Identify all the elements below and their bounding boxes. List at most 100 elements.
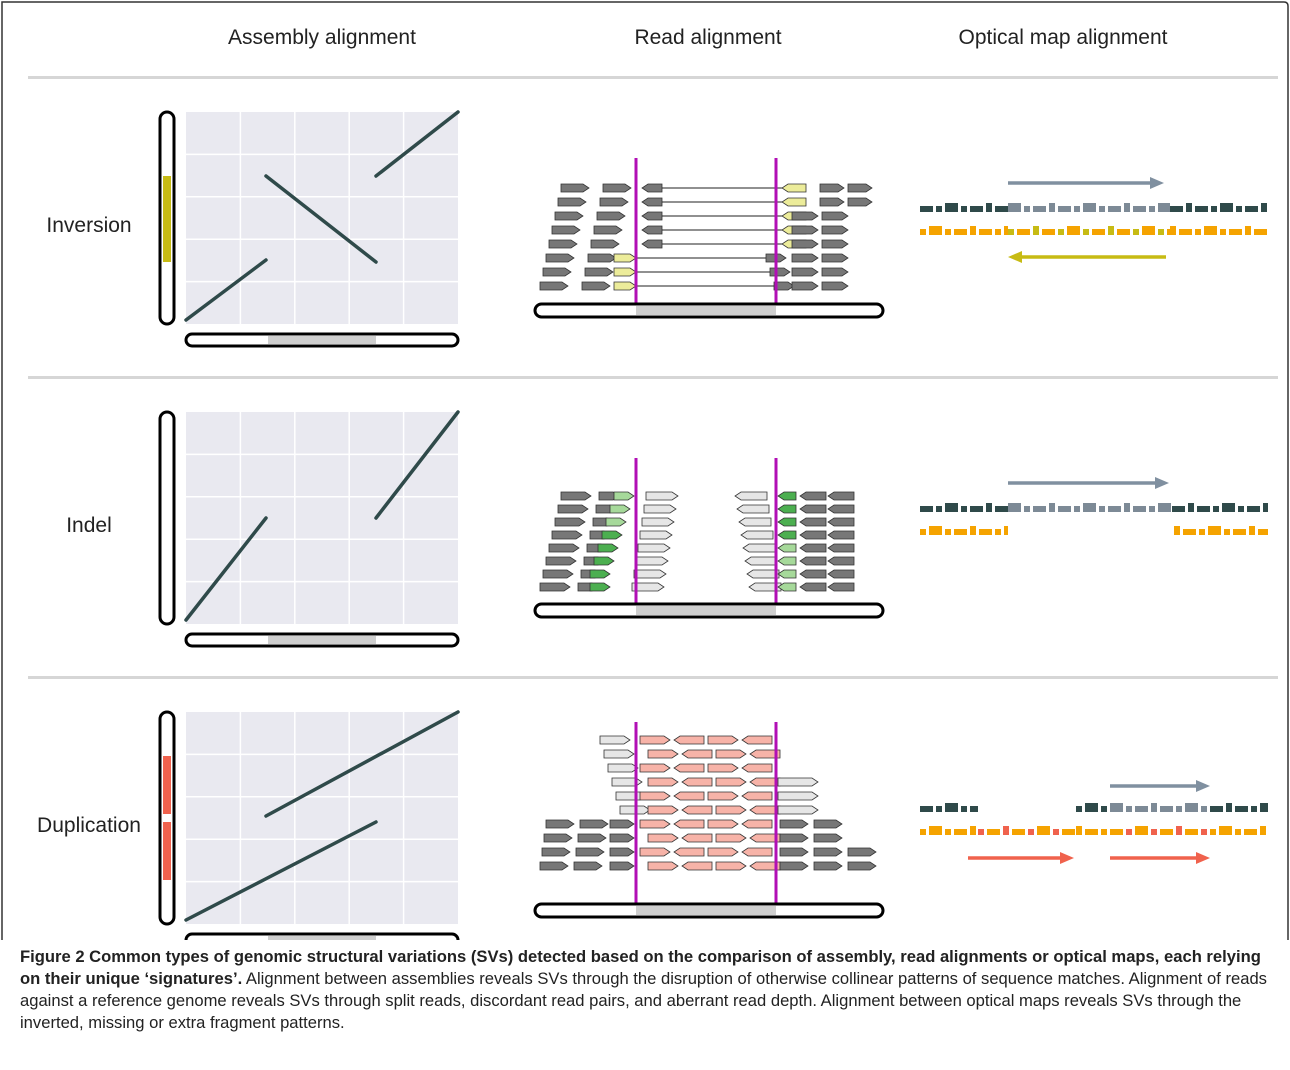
map-fragment-reference	[1197, 506, 1210, 512]
map-fragment-reference	[1222, 503, 1235, 512]
read	[821, 281, 849, 291]
map-fragment-query	[1083, 229, 1089, 235]
optical-map-indel	[920, 477, 1268, 535]
read-split	[609, 504, 631, 514]
map-fragment-reference	[1099, 206, 1105, 212]
read-duplicated	[741, 763, 773, 773]
read-duplicated	[673, 791, 705, 801]
read	[641, 183, 663, 193]
map-fragment-reference	[1220, 203, 1233, 212]
read	[791, 211, 819, 221]
read-duplicated	[707, 819, 739, 829]
read	[799, 543, 827, 553]
map-fragment-reference	[1033, 206, 1046, 212]
arrow-head	[1196, 780, 1210, 792]
read-duplicated	[639, 763, 671, 773]
map-fragment-reference	[1133, 206, 1146, 212]
map-fragment-query	[1245, 226, 1251, 235]
map-fragment-reference	[1058, 206, 1071, 212]
read-split	[781, 197, 807, 207]
map-fragment-reference	[945, 803, 958, 812]
read	[779, 861, 809, 871]
alignment-segment	[374, 110, 460, 178]
map-fragment-reference	[945, 503, 958, 512]
map-fragment-query	[1085, 829, 1098, 835]
map-fragment-query	[1092, 229, 1105, 235]
alignment-segment	[374, 410, 460, 520]
map-fragment-reference	[970, 806, 978, 812]
map-fragment-query	[945, 229, 951, 235]
map-fragment-reference	[936, 806, 942, 812]
read-duplicated	[647, 749, 679, 759]
map-fragment-reference	[1058, 506, 1071, 512]
read-faded	[599, 735, 631, 745]
reference-highlight	[636, 906, 776, 915]
read-duplicated	[715, 861, 747, 871]
read	[545, 819, 575, 829]
read-duplicated	[715, 777, 747, 787]
map-fragment-query	[1058, 229, 1064, 235]
read-duplicated	[707, 791, 739, 801]
read	[587, 253, 617, 263]
read-split	[777, 569, 797, 579]
read-split	[589, 569, 611, 579]
read-duplicated	[639, 847, 671, 857]
reference-highlight	[268, 636, 376, 644]
map-fragment-reference	[1247, 506, 1260, 512]
map-fragment-query	[1179, 229, 1192, 235]
map-fragment-query	[978, 829, 984, 835]
map-fragment-query	[1174, 526, 1180, 535]
read	[539, 861, 569, 871]
map-fragment-reference	[1186, 203, 1192, 212]
read	[819, 183, 845, 193]
map-fragment-query	[1235, 829, 1241, 835]
map-fragment-reference	[1188, 503, 1194, 512]
plot-background	[186, 412, 458, 624]
read-duplicated	[681, 777, 713, 787]
read-faded	[607, 763, 639, 773]
read-alignment-indel	[533, 458, 885, 619]
read	[827, 582, 855, 592]
map-fragment-reference	[1124, 503, 1130, 512]
map-fragment-reference	[1008, 203, 1021, 212]
read	[573, 861, 603, 871]
read	[799, 491, 827, 501]
map-fragment-reference	[1226, 803, 1232, 812]
read-alignment-inversion	[533, 158, 885, 319]
map-fragment-query	[1170, 226, 1176, 235]
read-duplicated	[741, 847, 773, 857]
map-fragment-query	[1260, 826, 1266, 835]
read	[557, 197, 587, 207]
map-fragment-reference	[1158, 203, 1170, 212]
map-fragment-reference	[936, 506, 942, 512]
read	[593, 225, 623, 235]
map-fragment-reference	[1260, 803, 1268, 812]
read-duplicated	[715, 805, 747, 815]
map-fragment-reference	[1133, 506, 1146, 512]
map-fragment-reference	[920, 806, 933, 812]
row-label-duplication: Duplication	[37, 814, 141, 837]
read	[590, 239, 620, 249]
row-label-indel: Indel	[66, 514, 112, 537]
alignment-segment	[264, 710, 460, 818]
map-fragment-query	[1185, 829, 1198, 835]
map-fragment-reference	[961, 806, 967, 812]
read-duplicated	[741, 791, 773, 801]
read	[596, 211, 626, 221]
map-fragment-reference	[961, 506, 967, 512]
read	[847, 183, 873, 193]
map-fragment-query	[1017, 229, 1030, 235]
map-fragment-query	[1254, 229, 1267, 235]
map-fragment-reference	[1076, 806, 1082, 812]
alignment-segment	[184, 820, 378, 922]
read-duplicated	[681, 749, 713, 759]
map-fragment-query	[954, 529, 967, 535]
read	[821, 253, 849, 263]
alignment-segment	[184, 258, 268, 322]
map-fragment-query	[979, 529, 992, 535]
read	[827, 504, 855, 514]
read-duplicated	[673, 763, 705, 773]
map-fragment-reference	[1201, 806, 1207, 812]
map-fragment-query	[1004, 526, 1008, 535]
